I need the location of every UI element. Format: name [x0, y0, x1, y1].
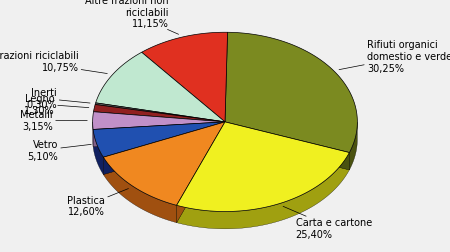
Polygon shape — [93, 130, 104, 175]
Polygon shape — [94, 105, 225, 122]
Polygon shape — [93, 122, 225, 147]
Text: Inerti
0,30%: Inerti 0,30% — [26, 88, 90, 110]
Polygon shape — [104, 158, 176, 223]
Polygon shape — [225, 33, 357, 153]
Text: Vetro
5,10%: Vetro 5,10% — [27, 140, 91, 161]
Polygon shape — [104, 122, 225, 175]
Polygon shape — [93, 122, 225, 147]
Text: Plastica
12,60%: Plastica 12,60% — [68, 189, 128, 216]
Text: Carta e cartone
25,40%: Carta e cartone 25,40% — [283, 206, 372, 239]
Text: Legno
1,30%: Legno 1,30% — [24, 94, 89, 115]
Polygon shape — [95, 103, 225, 122]
Polygon shape — [93, 122, 225, 158]
Polygon shape — [176, 122, 349, 212]
Text: Altre frazioni non
riciclabili
11,15%: Altre frazioni non riciclabili 11,15% — [86, 0, 179, 35]
Text: Rifiuti organici
domestio e verde
30,25%: Rifiuti organici domestio e verde 30,25% — [339, 40, 450, 73]
Polygon shape — [104, 122, 225, 175]
Polygon shape — [176, 122, 225, 223]
Polygon shape — [349, 123, 357, 170]
Polygon shape — [142, 33, 228, 122]
Text: Altre frazioni riciclabili
10,75%: Altre frazioni riciclabili 10,75% — [0, 51, 107, 74]
Polygon shape — [176, 122, 225, 223]
Text: Metalli
3,15%: Metalli 3,15% — [20, 110, 87, 132]
Polygon shape — [93, 112, 225, 130]
Polygon shape — [225, 122, 349, 170]
Polygon shape — [225, 122, 349, 170]
Polygon shape — [104, 122, 225, 205]
Polygon shape — [176, 153, 349, 229]
Polygon shape — [96, 53, 225, 122]
